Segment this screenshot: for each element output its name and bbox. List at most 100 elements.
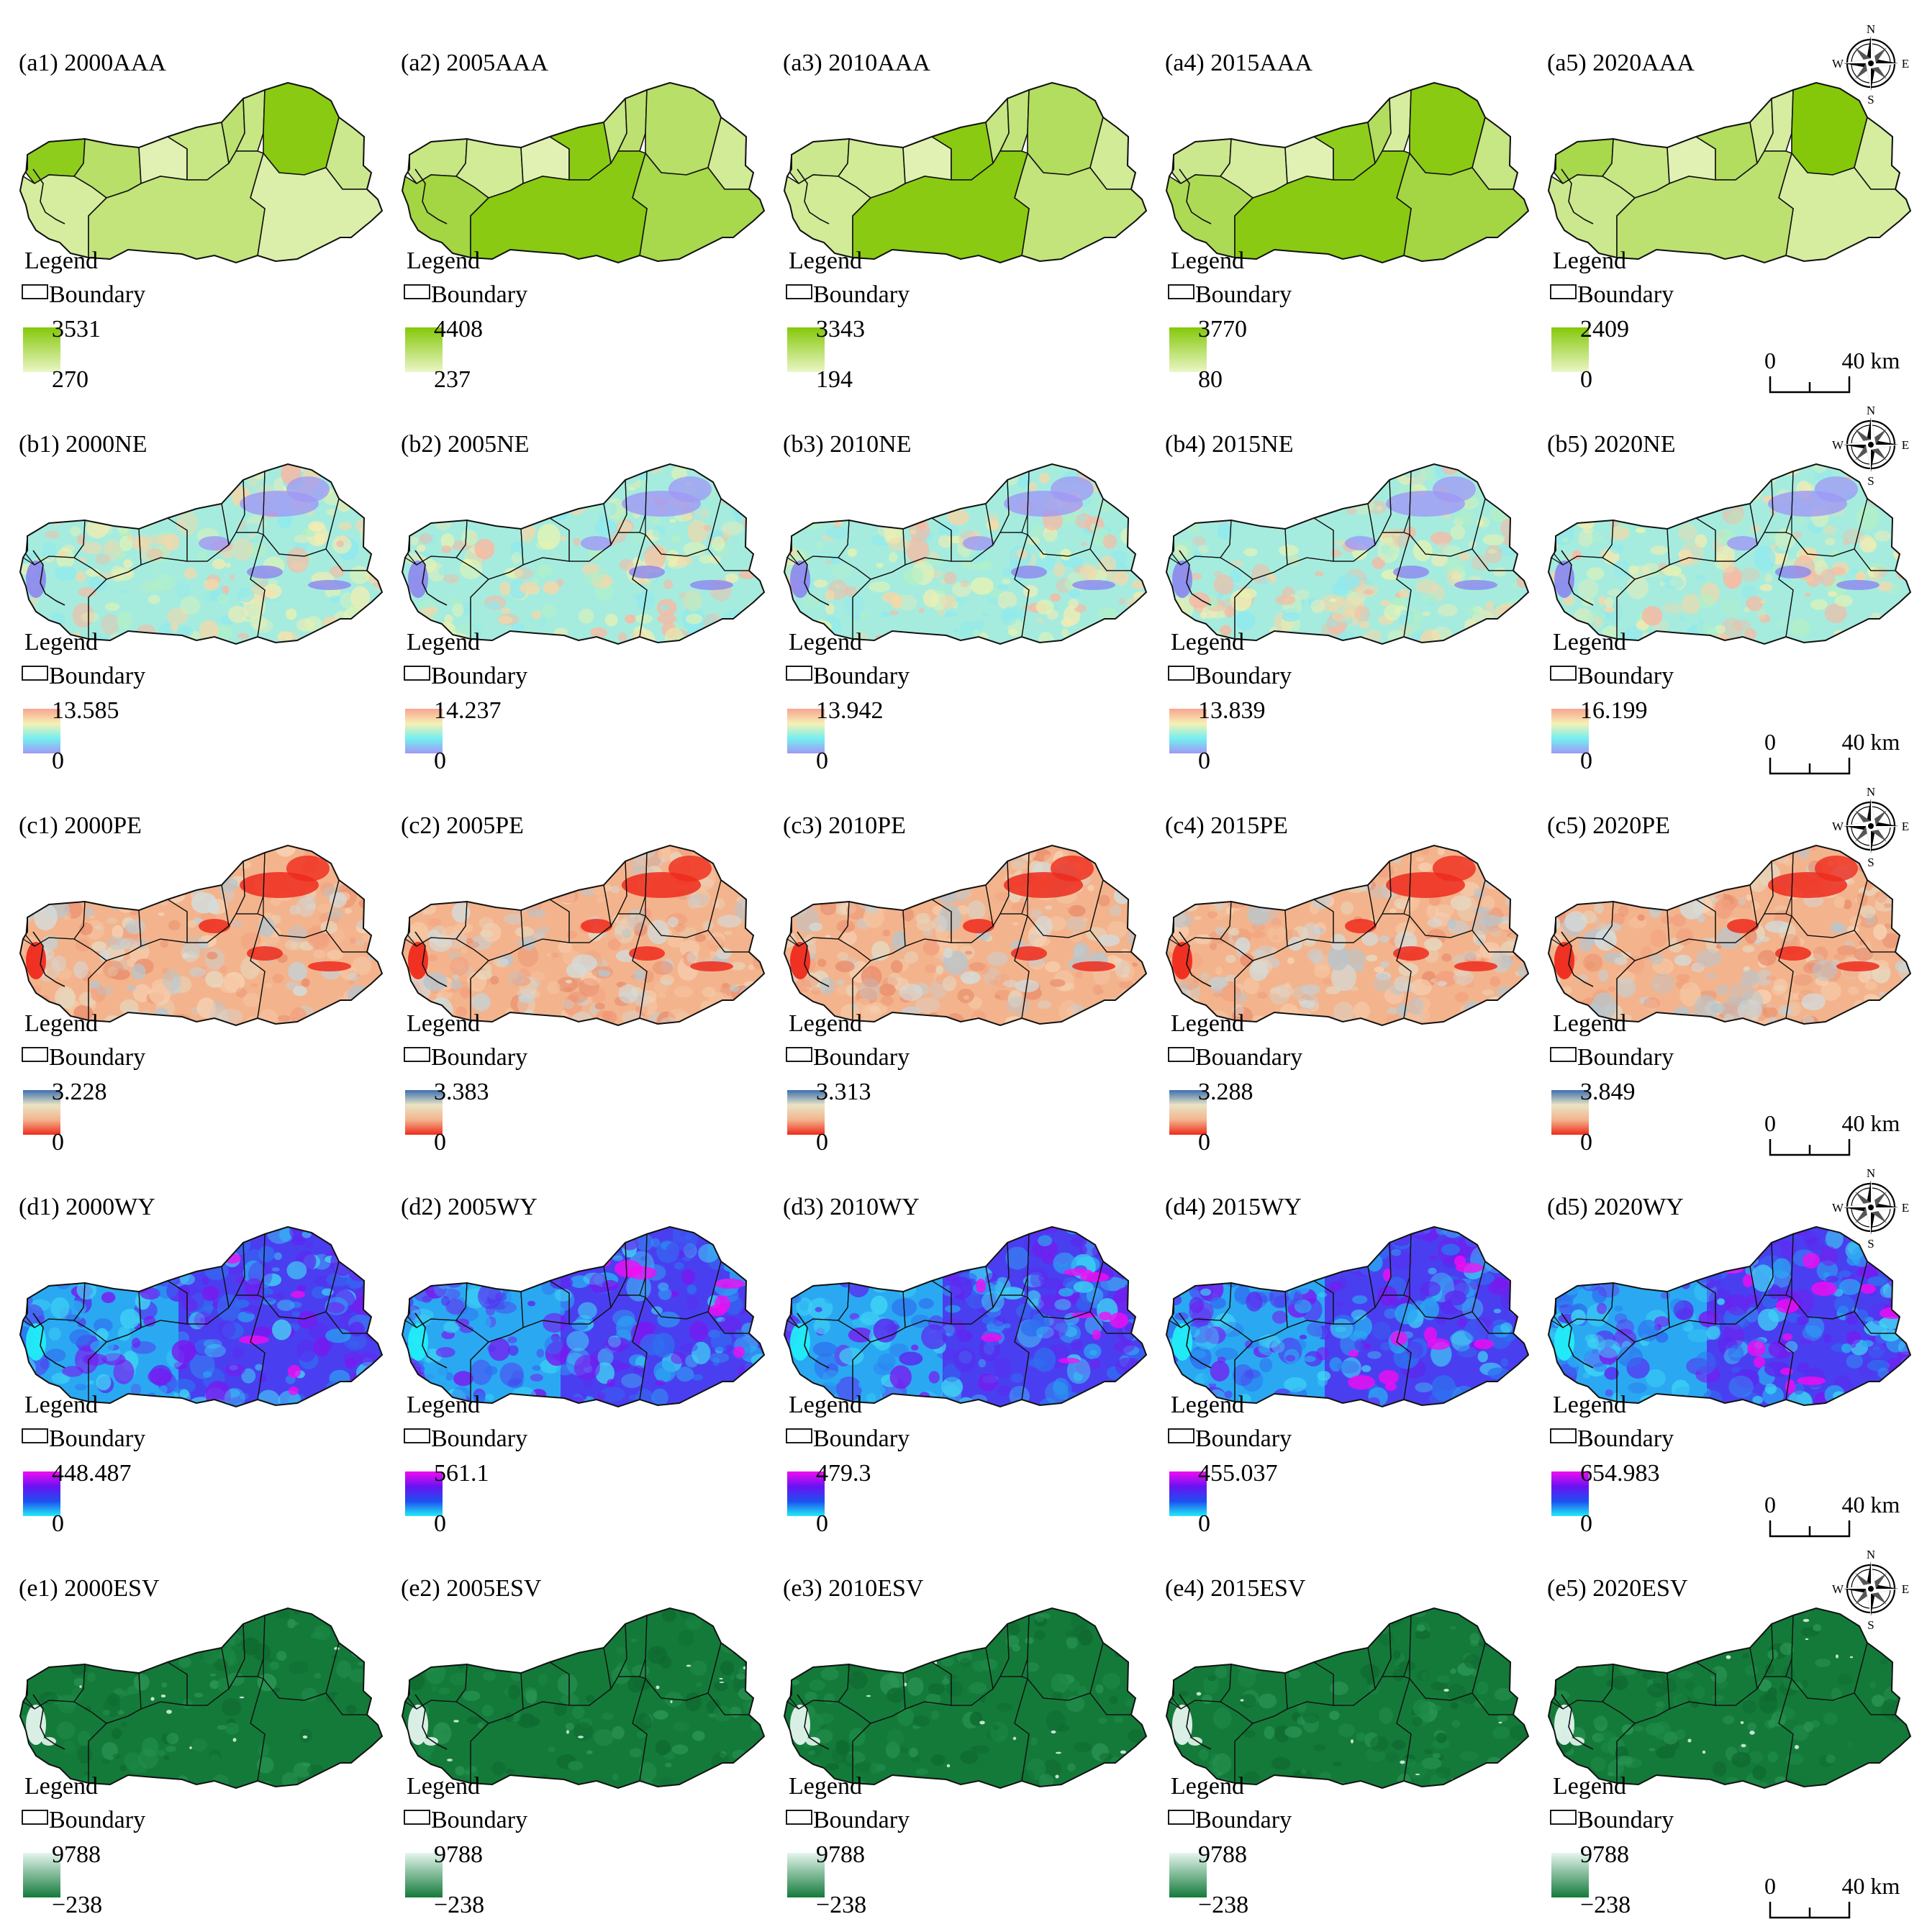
study-area-map [401,1225,766,1408]
map-legend: Legend Boundary 14.237 0 [404,629,527,774]
legend-heading: Legend [407,248,480,274]
map-legend: Legend Boundary 9788 −238 [1550,1773,1674,1918]
map-legend: Legend Boundary 448.487 0 [22,1392,145,1537]
raster-layer [1166,1227,1528,1407]
map-legend: Legend Bouandary 3.288 0 [1168,1010,1302,1156]
panel-esv-3: (e3) 2010ESV Legend Boundary 9788 −238 [783,1575,1148,1918]
boundary-swatch [1168,666,1194,681]
scale-bar-zero: 0 [1764,348,1776,373]
legend-heading: Legend [789,1010,862,1037]
boundary-swatch [22,284,48,299]
panel-title: (e3) 2010ESV [783,1575,924,1602]
map-legend: Legend Boundary 4408 237 [404,248,527,393]
study-area-outline [1165,1225,1530,1408]
color-ramp [1551,327,1589,372]
ramp-min-label: 0 [434,748,446,774]
panel-esv-2: (e2) 2005ESV Legend Boundary 9788 −238 [401,1575,766,1918]
panel-title: (c5) 2020PE [1547,812,1670,839]
study-area-outline [1547,1607,1912,1790]
raster-layer [1166,1608,1528,1788]
color-ramp [23,1090,60,1135]
panel-aaa-4: (a4) 2015AAA Legend Boundary 3770 80 [1165,50,1530,393]
river-line [1179,1694,1212,1750]
boundary-label: Boundary [431,1044,527,1071]
legend-heading: Legend [789,248,862,274]
ramp-max-label: 13.585 [52,697,119,724]
color-ramp [23,327,60,372]
color-ramp [23,1853,60,1897]
river-line [1179,550,1212,606]
river-line [414,168,448,225]
boundary-label: Boundary [49,1425,145,1452]
raster-layer [1549,1227,1910,1407]
color-ramp [23,1471,60,1516]
river-line [32,168,65,225]
boundary-label: Boundary [1577,281,1674,308]
panel-wy-1: (d1) 2000WY Legend Boundary 448.487 0 [19,1194,384,1537]
legend-heading: Legend [24,1010,98,1037]
compass-north-label: N [1867,1166,1875,1180]
legend-heading: Legend [1171,629,1244,656]
study-area-outline [1165,844,1530,1027]
river-line [414,931,448,987]
color-ramp [1551,1853,1589,1897]
boundary-swatch [1550,666,1577,681]
panel-pe-5: (c5) 2020PE Legend Boundary 3.849 0 N S E W 0 40 k… [1547,785,1912,1156]
raster-layer [402,1608,764,1788]
study-area-map [783,1607,1148,1790]
legend-heading: Legend [1553,248,1626,274]
panel-title: (b1) 2000NE [19,431,147,458]
color-ramp [787,1853,825,1897]
ramp-min-label: 0 [434,1129,446,1156]
map-legend: Legend Boundary 13.585 0 [22,629,145,774]
ramp-min-label: 194 [816,366,853,393]
ramp-max-label: 3.313 [816,1079,871,1105]
raster-layer [20,1227,382,1407]
boundary-label: Boundary [431,1807,527,1833]
legend-heading: Legend [789,1773,862,1800]
river-line [1561,1312,1594,1369]
color-ramp [787,709,825,753]
ramp-min-label: 0 [816,1510,828,1537]
river-line [32,550,65,606]
boundary-swatch [22,1047,48,1062]
ramp-min-label: 0 [1198,748,1210,774]
study-area-map [19,1607,384,1790]
panel-title: (c4) 2015PE [1165,812,1288,839]
ramp-min-label: 237 [434,366,471,393]
ramp-max-label: 3343 [816,316,865,343]
compass-north-label: N [1867,22,1875,36]
map-legend: Legend Boundary 9788 −238 [404,1773,527,1918]
study-area-outline [401,81,766,264]
color-ramp [787,1090,825,1135]
ramp-min-label: 0 [1198,1510,1210,1537]
boundary-label: Boundary [1195,1807,1292,1833]
ramp-min-label: 0 [1580,748,1592,774]
scale-bar-zero: 0 [1764,1492,1776,1518]
boundary-swatch [1168,1047,1194,1062]
compass-east-label: E [1902,820,1909,833]
ramp-max-label: 3.383 [434,1079,489,1105]
study-area-map [783,463,1148,645]
ramp-max-label: 13.839 [1198,697,1266,724]
map-legend: Legend Boundary 9788 −238 [786,1773,910,1918]
ramp-min-label: 0 [1580,1510,1592,1537]
study-area-map [1165,81,1530,264]
river-line [1179,931,1212,987]
study-area-outline [1547,81,1912,264]
study-area-map [1547,1225,1912,1408]
color-ramp [787,1471,825,1516]
compass-south-label: S [1867,1237,1874,1251]
boundary-swatch [404,1428,430,1443]
map-legend: Legend Boundary 3770 80 [1168,248,1292,393]
boundary-label: Boundary [49,281,145,308]
ramp-min-label: 270 [52,366,89,393]
compass-north-label: N [1867,1548,1875,1561]
boundary-swatch [1550,1047,1577,1062]
panel-wy-3: (d3) 2010WY Legend Boundary 479.3 0 [783,1194,1148,1537]
study-area-map [1165,844,1530,1027]
ramp-max-label: 3.849 [1580,1079,1636,1105]
ramp-max-label: 16.199 [1580,697,1648,724]
compass-west-label: W [1832,438,1844,452]
river-line [797,550,830,606]
